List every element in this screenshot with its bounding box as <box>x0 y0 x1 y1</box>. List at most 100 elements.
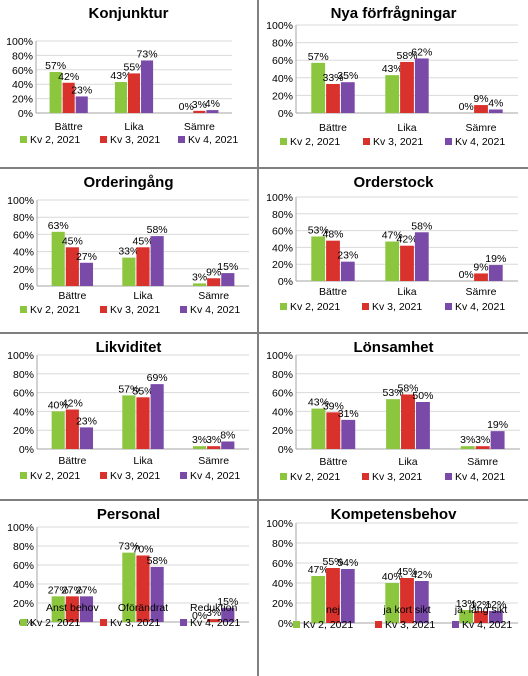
legend-label: Kv 2, 2021 <box>30 617 80 629</box>
bar-kv-3-2021-battre <box>65 409 79 449</box>
data-label: 42% <box>58 71 79 83</box>
data-label: 12% <box>470 599 491 611</box>
y-tick-label: 80% <box>272 209 293 221</box>
data-label: 3% <box>192 271 207 283</box>
x-tick-label: Bättre <box>58 290 86 302</box>
data-label: 57% <box>45 60 66 72</box>
x-tick-label: Reduktion <box>190 602 237 614</box>
bar-kv-4-2021-anst-behov <box>79 596 94 622</box>
chart-title: Lönsamhet <box>353 339 433 356</box>
legend-label: Kv 4, 2021 <box>455 136 505 148</box>
bar-kv-2-2021-nej <box>311 576 326 623</box>
x-tick-label: Bättre <box>319 456 347 468</box>
data-label: 3% <box>192 99 207 111</box>
data-label: 0% <box>192 610 207 622</box>
data-label: 19% <box>487 419 508 431</box>
data-label: 57% <box>308 51 329 63</box>
bar-kv-4-2021-samre <box>488 265 503 281</box>
x-tick-label: Anst behov <box>46 602 99 614</box>
bar-kv-3-2021-ja-kort-sikt <box>400 578 414 623</box>
data-label: 13% <box>456 598 477 610</box>
bar-kv-4-2021-samre <box>221 273 235 286</box>
chart-orderingang: Orderingång 0% 20% 40% 60% 80% 100% 63% 45% 27% Bä… <box>7 174 249 316</box>
bar-kv-4-2021-lika <box>141 60 154 113</box>
y-tick-label: 20% <box>272 90 293 102</box>
y-tick-label: 0% <box>278 444 293 456</box>
data-label: 8% <box>220 429 235 441</box>
legend-swatch <box>445 303 452 310</box>
legend-label: Kv 2, 2021 <box>290 136 340 148</box>
chart-title: Nya förfrågningar <box>331 5 457 22</box>
data-label: 15% <box>217 261 238 273</box>
chart-title: Orderstock <box>353 174 434 191</box>
chart-panel-konjunktur: Konjunktur 0% 20% 40% 60% 80% 100% 57% 42% 23% Bät… <box>0 0 257 167</box>
bar-kv-4-2021-battre <box>340 261 355 281</box>
legend-label: Kv 3, 2021 <box>110 470 160 482</box>
data-label: 4% <box>205 98 220 110</box>
bar-kv-4-2021-samre <box>490 431 505 449</box>
legend-swatch <box>20 306 27 313</box>
data-label: 23% <box>76 415 97 427</box>
bar-kv-4-2021-lika <box>150 236 164 286</box>
legend-swatch <box>375 621 382 628</box>
legend-label: Kv 2, 2021 <box>303 619 353 631</box>
x-tick-label: Bättre <box>319 286 347 298</box>
chart-nya-forfragningar: Nya förfrågningar 0% 20% 40% 60% 80% 100% 57% 33… <box>266 5 518 148</box>
bar-kv-3-2021-lika <box>127 73 141 113</box>
bar-kv-2-2021-battre <box>311 408 326 449</box>
bar-kv-3-2021-oforandrat <box>136 555 150 622</box>
x-tick-label: Lika <box>398 456 417 468</box>
legend-label: Kv 3, 2021 <box>372 301 422 313</box>
legend-swatch <box>20 136 27 143</box>
bar-kv-3-2021-nej <box>326 568 340 623</box>
legend-swatch <box>20 472 27 479</box>
data-label: 73% <box>118 541 139 553</box>
data-label: 12% <box>485 599 506 611</box>
chart-orderstock: Orderstock 0% 20% 40% 60% 80% 100% 53%48% 23% Bät… <box>266 174 518 313</box>
bar-kv-2-2021-battre <box>311 62 326 113</box>
data-label: 23% <box>71 84 92 96</box>
bar-kv-2-2021-samre <box>460 446 475 449</box>
bar-kv-3-2021-lika <box>136 247 150 286</box>
bar-kv-3-2021-samre <box>207 278 221 286</box>
y-tick-label: 0% <box>278 618 293 630</box>
legend-label: Kv 4, 2021 <box>462 619 512 631</box>
bar-kv-3-2021-samre <box>207 446 221 449</box>
data-label: 58% <box>147 224 168 236</box>
x-tick-label: Lika <box>133 455 152 467</box>
x-tick-label: Sämre <box>467 456 498 468</box>
x-tick-label: nej <box>326 604 340 616</box>
data-label: 27% <box>48 584 69 596</box>
bar-kv-4-2021-battre <box>79 262 94 286</box>
bar-kv-3-2021-lika <box>400 245 414 281</box>
data-label: 3% <box>460 434 475 446</box>
data-label: 43% <box>110 70 131 82</box>
legend-swatch <box>180 306 187 313</box>
data-label: 27% <box>62 584 83 596</box>
legend-swatch <box>180 619 187 626</box>
bar-kv-4-2021-nej <box>340 569 355 623</box>
bar-kv-2-2021-lika <box>385 241 400 281</box>
data-label: 9% <box>473 93 488 105</box>
data-label: 3% <box>192 434 207 446</box>
bar-kv-4-2021-lika <box>415 402 430 449</box>
legend-label: Kv 4, 2021 <box>190 304 240 316</box>
bar-kv-2-2021-anst-behov <box>51 596 65 622</box>
y-tick-label: 100% <box>266 518 293 530</box>
x-tick-label: Lika <box>133 290 152 302</box>
y-tick-label: 100% <box>6 36 33 48</box>
data-label: 42% <box>62 398 83 410</box>
y-tick-label: 100% <box>7 350 34 362</box>
data-label: 47% <box>382 230 403 242</box>
y-tick-label: 0% <box>19 281 34 293</box>
data-label: 45% <box>62 235 83 247</box>
chart-title: Likviditet <box>96 339 162 356</box>
data-label: 27% <box>76 584 97 596</box>
chart-lonsamhet: Lönsamhet 0% 20% 40% 60% 80% 100% 43%39%31% Bätt… <box>266 339 520 483</box>
legend-swatch <box>280 473 287 480</box>
legend-label: Kv 3, 2021 <box>373 136 423 148</box>
y-tick-label: 40% <box>13 247 34 259</box>
data-label: 15% <box>217 596 238 608</box>
chart-konjunktur: Konjunktur 0% 20% 40% 60% 80% 100% 57%42%23% Bät… <box>6 5 238 146</box>
legend-swatch <box>445 473 452 480</box>
